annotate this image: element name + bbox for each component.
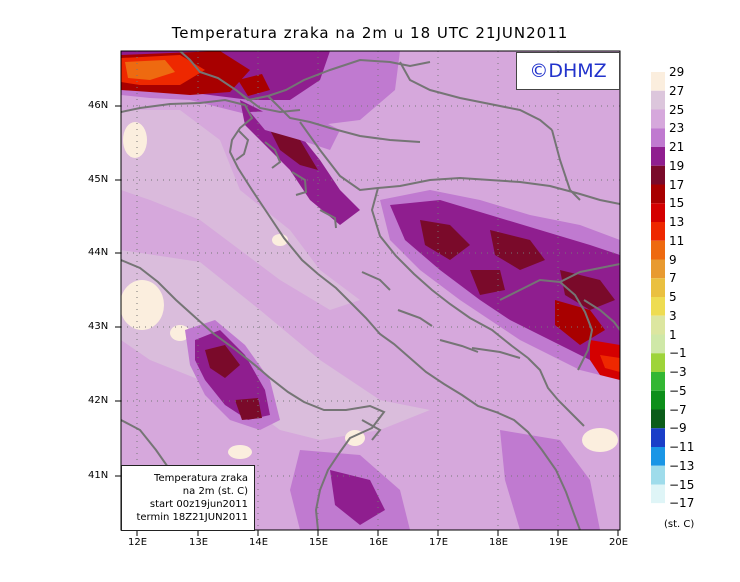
legend-swatch [651,315,665,335]
lat-label: 41N [88,470,109,481]
lat-label: 45N [88,174,109,185]
lon-label: 12E [128,537,148,548]
legend-label: 7 [669,271,677,286]
info-line: start 00z19jun2011 [149,499,248,510]
legend-swatch [651,409,665,429]
legend-label: 5 [669,290,677,304]
legend-label: −15 [669,477,695,492]
lon-label: 13E [189,537,209,548]
lat-label: 46N [88,100,109,111]
map-frame [120,50,621,531]
legend-swatch [651,465,665,485]
legend-units: (st. C) [664,519,695,530]
lon-label: 18E [489,537,509,548]
lon-label: 17E [429,537,449,548]
legend-swatch [651,297,665,316]
legend-swatch [651,203,665,222]
map-title: Temperatura zraka na 2m u 18 UTC 21JUN20… [171,24,569,42]
legend-swatch [651,447,665,466]
legend-label: −13 [669,458,695,473]
legend-label: −5 [669,383,687,398]
legend-swatch [651,334,665,354]
info-line: termin 18Z21JUN2011 [136,512,248,523]
legend-label: 9 [669,252,677,267]
legend-label: 23 [669,121,685,136]
lon-label: 19E [549,537,569,548]
temperature-field [121,51,620,530]
legend-label: 27 [669,83,685,98]
legend-swatch [651,184,665,204]
legend-swatch [651,240,665,260]
legend-swatch [651,72,665,91]
legend-label: 13 [669,215,685,229]
legend-swatch [651,147,665,166]
legend-swatch [651,353,665,372]
dhmz-logo: ©DHMZ [516,52,620,90]
lat-label: 42N [88,395,109,406]
legend-swatch [651,165,665,185]
lon-label: 16E [369,537,389,548]
legend-swatch [651,428,665,447]
legend-label: 29 [669,65,685,79]
color-legend [651,72,665,522]
info-box: Temperatura zraka na 2m (st. C) start 00… [121,465,255,531]
info-line: Temperatura zraka [154,473,248,484]
axis-ticks [115,105,619,536]
legend-swatch [651,390,665,410]
legend-swatch [651,259,665,279]
legend-label: −7 [669,402,687,417]
legend-label: −11 [669,440,695,454]
legend-swatch [651,90,665,110]
legend-label: 19 [669,158,685,173]
legend-swatch [651,278,665,297]
lat-label: 44N [88,247,109,258]
legend-swatch [651,372,665,391]
legend-swatch [651,222,665,241]
info-line: na 2m (st. C) [182,486,248,497]
legend-label: 1 [669,327,677,342]
legend-label: −1 [669,346,687,361]
legend-label: −17 [669,496,695,511]
legend-label: 25 [669,102,685,117]
legend-label: 15 [669,196,685,211]
legend-label: 21 [669,140,685,154]
legend-label: 11 [669,233,685,248]
lon-label: 14E [249,537,269,548]
lon-label: 20E [609,537,629,548]
legend-label: −9 [669,421,687,436]
lon-label: 15E [309,537,329,548]
legend-swatch [651,503,665,522]
legend-label: −3 [669,365,687,379]
legend-label: 17 [669,177,685,192]
legend-swatch [651,128,665,147]
legend-swatch [651,484,665,504]
lat-label: 43N [88,321,109,332]
legend-swatch [651,109,665,129]
legend-label: 3 [669,308,677,323]
